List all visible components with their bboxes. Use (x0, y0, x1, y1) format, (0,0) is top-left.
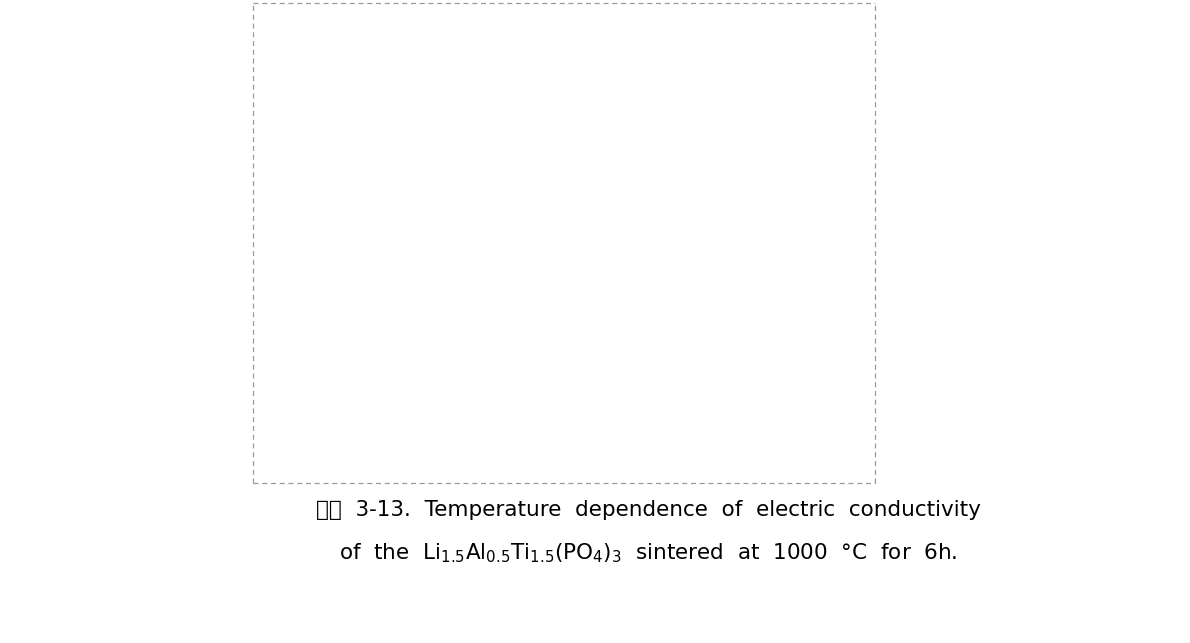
Text: of  the  Li$_{1.5}$Al$_{0.5}$Ti$_{1.5}$(PO$_{4}$)$_{3}$  sintered  at  1000  °C : of the Li$_{1.5}$Al$_{0.5}$Ti$_{1.5}$(PO… (339, 541, 958, 565)
Text: 그림  3-13.  Temperature  dependence  of  electric  conductivity: 그림 3-13. Temperature dependence of elect… (317, 500, 981, 520)
